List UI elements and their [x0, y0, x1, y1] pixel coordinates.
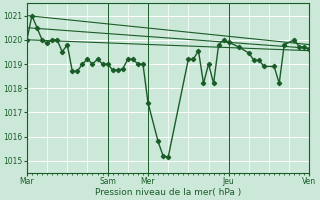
X-axis label: Pression niveau de la mer( hPa ): Pression niveau de la mer( hPa ): [95, 188, 241, 197]
